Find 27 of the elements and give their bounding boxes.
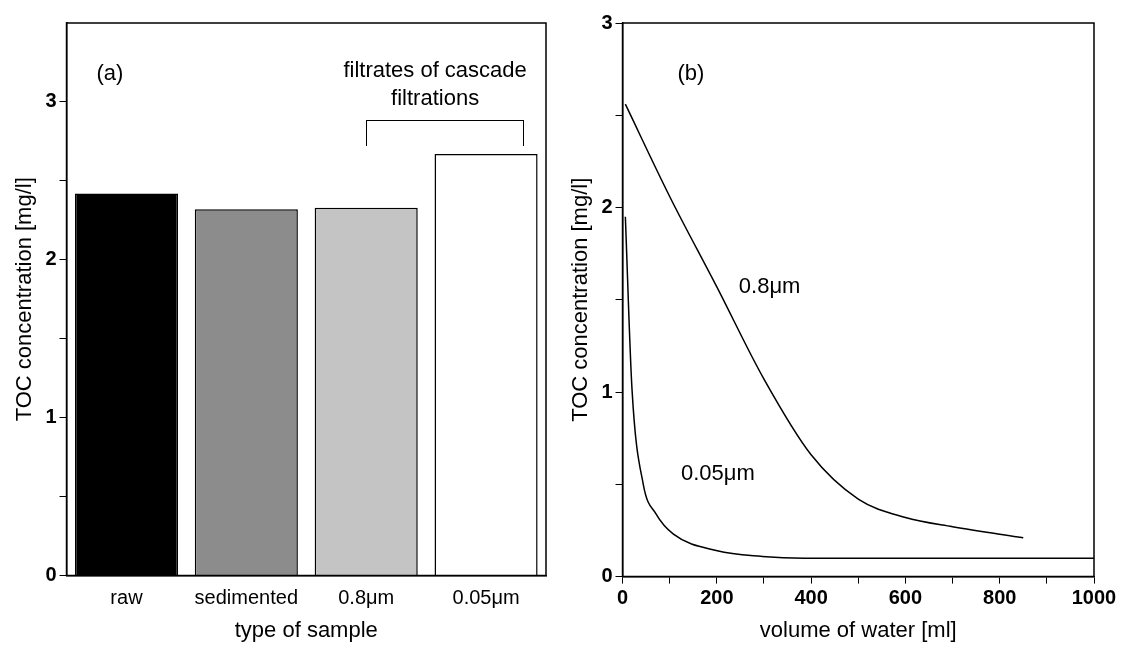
x-tick-label: 200 [700,586,734,609]
annotation: (b) [677,60,705,86]
y-tick-label: 2 [601,195,613,218]
y-tick-label: 3 [45,89,57,112]
x-tick-label: 0.05μm [452,586,520,609]
y-tick-label: 1 [601,379,613,402]
annotation: (a) [96,60,124,86]
series-label: 0.05μm [681,459,755,485]
x-tick-label: 1000 [1071,586,1117,609]
x-axis-title: volume of water [ml] [759,616,957,642]
y-axis-title: TOC concentration [mg/l] [11,177,37,422]
y-tick-label: 0 [45,563,57,586]
annotation: filtrates of cascade filtrations [342,56,528,113]
x-tick-label: 400 [794,586,828,609]
y-axis-title: TOC concentration [mg/l] [567,177,593,422]
x-tick-label: 600 [888,586,923,609]
y-tick-label: 2 [45,247,57,270]
x-tick-label: sedimented [194,586,299,609]
y-tick-label: 3 [601,10,613,33]
y-tick-label: 1 [45,405,57,428]
y-tick-label: 0 [601,564,613,587]
x-tick-label: 0.8μm [338,586,395,609]
x-axis-title: type of sample [234,616,378,642]
x-tick-label: 800 [983,586,1017,609]
x-tick-label: raw [110,586,144,609]
x-tick-label: 0 [616,586,629,609]
series-label: 0.8μm [738,272,801,298]
